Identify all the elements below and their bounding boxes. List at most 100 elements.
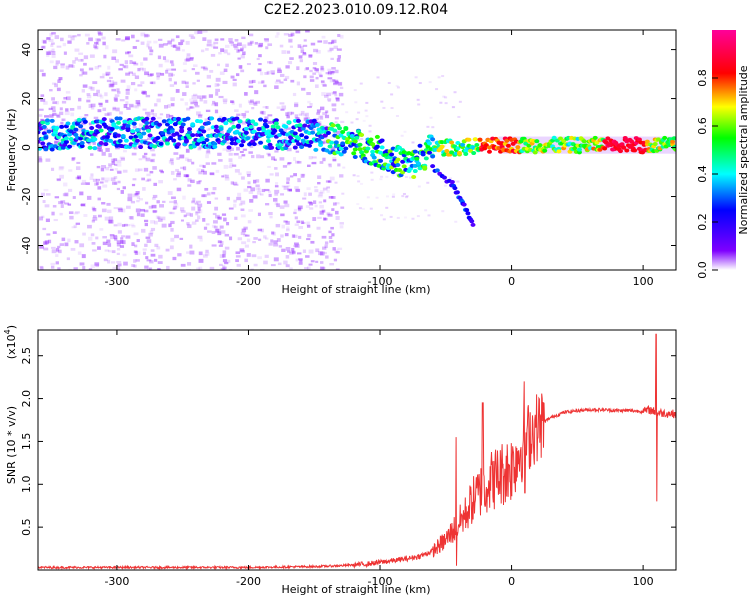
spectrogram-cell xyxy=(132,126,137,129)
spectrogram-cell xyxy=(58,166,64,171)
spectrogram-cell xyxy=(439,101,443,104)
spectrogram-ridge-cell xyxy=(54,126,60,131)
spectrogram-cell xyxy=(271,231,275,235)
spectrogram-cell xyxy=(57,79,61,83)
spectrogram-cell xyxy=(140,62,144,66)
spectrogram-cell xyxy=(107,219,113,224)
spectrogram-cell xyxy=(321,35,326,39)
spectrogram-branch-cell xyxy=(434,168,440,173)
spectrogram-cell xyxy=(123,150,127,153)
spectrogram-ridge-cell xyxy=(187,135,193,140)
spectrogram-cell xyxy=(389,215,393,218)
spectrogram-cell xyxy=(61,118,65,122)
spectrogram-cell xyxy=(77,251,82,255)
spectrogram-cell xyxy=(281,224,285,229)
spectrogram-x-ticks: -300 -200 -100 0 100 xyxy=(104,30,654,288)
spectrogram-cell xyxy=(201,169,205,173)
spectrogram-cell xyxy=(209,69,214,73)
spectrogram-cell xyxy=(287,111,293,116)
colorbar-gradient xyxy=(712,30,736,270)
spectrogram-cell xyxy=(314,189,319,193)
spectrogram-cell xyxy=(176,157,180,160)
spectrogram-ytick-label: 0 xyxy=(20,144,33,151)
spectrogram-cell xyxy=(191,68,195,71)
spectrogram-cell xyxy=(305,30,310,33)
spectrogram-cell xyxy=(330,196,336,199)
spectrogram-xtick-label: -100 xyxy=(368,275,393,288)
spectrogram-cell xyxy=(230,75,235,79)
spectrogram-cell xyxy=(88,104,93,108)
spectrogram-cell xyxy=(91,219,95,223)
spectrogram-cell xyxy=(168,211,173,214)
spectrogram-cell xyxy=(134,251,138,255)
spectrogram-cell xyxy=(255,179,260,183)
spectrogram-cell xyxy=(39,245,44,249)
spectrogram-cell xyxy=(142,155,148,160)
spectrogram-cell xyxy=(267,114,273,117)
spectrogram-cell xyxy=(265,178,270,183)
spectrogram-cell xyxy=(101,151,106,156)
spectrogram-ridge-cell xyxy=(332,128,338,133)
spectrogram-cell xyxy=(337,55,341,59)
spectrogram-cell xyxy=(157,268,162,270)
spectrogram-cell xyxy=(79,68,84,72)
spectrogram-cell xyxy=(112,266,117,270)
spectrogram-cell xyxy=(128,71,133,74)
spectrogram-cell xyxy=(165,69,169,74)
spectrogram-cell xyxy=(405,196,409,199)
spectrogram-cell xyxy=(197,215,201,220)
spectrogram-cell xyxy=(247,42,253,46)
spectrogram-cell xyxy=(104,92,108,97)
spectrogram-ridge-cell xyxy=(420,152,426,157)
spectrogram-cell xyxy=(126,107,131,110)
spectrogram-cell xyxy=(220,38,225,41)
spectrogram-ridge-cell xyxy=(125,128,131,133)
spectrogram-cell xyxy=(136,199,140,203)
spectrogram-cell xyxy=(335,97,340,100)
spectrogram-cell xyxy=(93,44,97,49)
spectrogram-cell xyxy=(134,168,140,172)
spectrogram-cell xyxy=(97,109,102,113)
spectrogram-cell xyxy=(131,72,136,76)
spectrogram-cell xyxy=(106,202,111,206)
spectrogram-cell xyxy=(76,161,81,164)
spectrogram-cell xyxy=(82,122,86,126)
spectrogram-cell xyxy=(327,49,332,53)
spectrogram-cell xyxy=(133,105,137,108)
spectrogram-cell xyxy=(149,170,154,174)
spectrogram-cell xyxy=(331,40,335,44)
spectrogram-cell xyxy=(59,174,64,179)
spectrogram-cell xyxy=(328,42,333,45)
spectrogram-cell xyxy=(157,261,163,264)
spectrogram-cell xyxy=(97,145,103,149)
spectrogram-cell xyxy=(50,265,55,269)
spectrogram-cell xyxy=(131,225,136,228)
spectrogram-ridge-cell xyxy=(359,132,365,137)
spectrogram-cell xyxy=(211,224,216,228)
spectrogram-cell xyxy=(426,125,430,128)
spectrogram-cell xyxy=(273,243,279,247)
spectrogram-cell xyxy=(126,85,131,90)
spectrogram-cell xyxy=(168,77,172,82)
spectrogram-cell xyxy=(271,72,275,75)
spectrogram-ridge-cell xyxy=(168,136,174,141)
spectrogram-cell xyxy=(285,112,289,117)
spectrogram-ridge-cell xyxy=(264,124,270,129)
spectrogram-cell xyxy=(69,107,75,111)
spectrogram-ridge-cell xyxy=(180,122,186,127)
spectrogram-cell xyxy=(128,54,134,58)
spectrogram-cell xyxy=(99,94,104,99)
spectrogram-cell xyxy=(178,43,182,47)
spectrogram-ridge-cell xyxy=(248,124,254,129)
spectrogram-cell xyxy=(143,209,149,213)
spectrogram-cell xyxy=(114,163,118,166)
spectrogram-cell xyxy=(308,192,312,196)
spectrogram-ridge-cell xyxy=(318,140,324,145)
spectrogram-ridge-cell xyxy=(359,150,365,155)
spectrogram-cell xyxy=(226,148,232,153)
spectrogram-cell xyxy=(261,111,266,115)
spectrogram-ridge-cell xyxy=(138,145,144,150)
spectrogram-cell xyxy=(120,237,124,240)
spectrogram-cell xyxy=(116,260,122,264)
spectrogram-cell xyxy=(181,80,186,84)
